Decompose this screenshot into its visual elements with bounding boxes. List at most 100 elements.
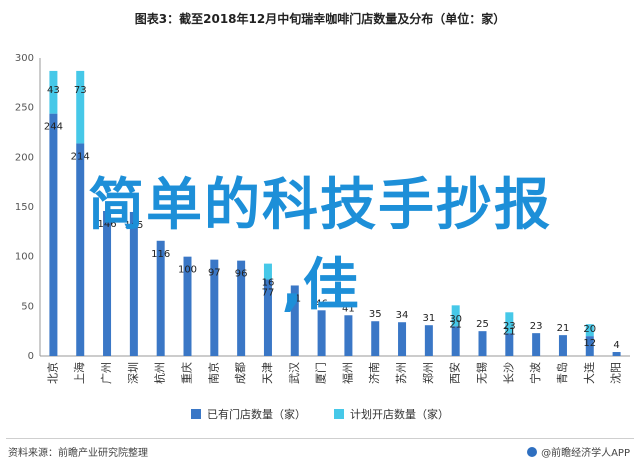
x-category-label: 重庆 bbox=[180, 362, 194, 384]
bar-existing bbox=[263, 279, 272, 356]
y-tick-label: 0 bbox=[28, 351, 34, 362]
planned-value-label: 43 bbox=[47, 85, 60, 96]
bar-existing bbox=[585, 336, 594, 356]
x-category-label: 大连 bbox=[582, 362, 596, 384]
bar-existing bbox=[532, 333, 541, 356]
existing-value-label: 41 bbox=[342, 303, 355, 314]
existing-value-label: 23 bbox=[503, 321, 516, 332]
bar-existing bbox=[317, 310, 326, 356]
x-category-label: 无锡 bbox=[475, 362, 489, 384]
existing-value-label: 146 bbox=[97, 219, 116, 230]
x-category-label: 北京 bbox=[45, 362, 59, 384]
x-category-label: 厦门 bbox=[314, 362, 328, 384]
x-category-label: 长沙 bbox=[502, 362, 515, 384]
chart-title: 图表3：截至2018年12月中旬瑞幸咖啡门店数量及分布（单位：家） bbox=[134, 12, 506, 26]
bar-existing bbox=[558, 335, 567, 356]
planned-value-label: 21 bbox=[449, 319, 462, 330]
bar-planned bbox=[451, 305, 460, 327]
bar-planned bbox=[49, 70, 58, 114]
bar-existing bbox=[451, 326, 460, 356]
bar-existing bbox=[424, 325, 433, 356]
overlay-subtitle: ,佳 bbox=[281, 253, 359, 318]
y-tick-label: 300 bbox=[15, 53, 34, 64]
existing-value-label: 25 bbox=[476, 319, 489, 330]
x-category-label: 天津 bbox=[261, 362, 274, 384]
y-tick-label: 200 bbox=[15, 152, 34, 163]
existing-value-label: 116 bbox=[151, 249, 170, 260]
existing-value-label: 77 bbox=[262, 288, 275, 299]
bar-existing bbox=[103, 210, 112, 356]
existing-value-label: 31 bbox=[422, 313, 435, 324]
legend-label-existing: 已有门店数量（家） bbox=[207, 408, 306, 421]
x-category-label: 成都 bbox=[234, 362, 247, 384]
existing-value-label: 23 bbox=[530, 321, 543, 332]
bar-existing bbox=[371, 321, 380, 356]
brand-logo-icon bbox=[527, 446, 538, 457]
planned-value-label: 12 bbox=[583, 338, 596, 349]
x-category-label: 苏州 bbox=[395, 362, 408, 384]
legend-swatch-planned bbox=[334, 409, 344, 419]
existing-value-label: 21 bbox=[557, 323, 570, 334]
bar-existing bbox=[183, 256, 192, 356]
x-category-label: 郑州 bbox=[421, 362, 435, 384]
existing-value-label: 96 bbox=[235, 269, 248, 280]
existing-value-label: 20 bbox=[583, 324, 596, 335]
planned-value-label: 73 bbox=[74, 85, 87, 96]
x-category-label: 广州 bbox=[100, 362, 113, 384]
bar-existing bbox=[290, 285, 299, 356]
existing-value-label: 30 bbox=[449, 314, 462, 325]
planned-value-label: 16 bbox=[262, 278, 275, 289]
existing-value-label: 35 bbox=[369, 309, 382, 320]
y-tick-label: 100 bbox=[15, 252, 34, 263]
existing-value-label: 100 bbox=[178, 265, 197, 276]
existing-value-label: 71 bbox=[288, 293, 301, 304]
x-category-label: 杭州 bbox=[153, 362, 167, 384]
bar-existing bbox=[49, 113, 58, 356]
existing-value-label: 214 bbox=[71, 151, 90, 162]
bar-planned bbox=[76, 70, 85, 144]
brand-text: @前瞻经济学人APP bbox=[541, 448, 630, 459]
planned-value-label: 21 bbox=[503, 326, 516, 337]
existing-value-label: 97 bbox=[208, 268, 221, 279]
bar-planned bbox=[585, 324, 594, 337]
brand-credit: @前瞻经济学人APP bbox=[527, 444, 630, 459]
bar-existing bbox=[237, 260, 246, 356]
x-category-label: 上海 bbox=[72, 362, 86, 384]
x-category-label: 西安 bbox=[448, 362, 462, 384]
bar-existing bbox=[129, 211, 138, 356]
bar-existing bbox=[398, 322, 407, 356]
legend-label-planned: 计划开店数量（家） bbox=[350, 408, 449, 421]
bar-existing bbox=[76, 143, 85, 356]
bar-planned bbox=[505, 312, 514, 334]
overlay-title: 简单的科技手抄报 bbox=[88, 173, 552, 238]
bar-planned bbox=[263, 263, 272, 280]
x-category-label: 济南 bbox=[367, 362, 381, 384]
footer-divider bbox=[6, 438, 634, 439]
x-category-label: 武汉 bbox=[288, 362, 301, 384]
y-tick-label: 250 bbox=[15, 103, 34, 114]
legend-swatch-existing bbox=[191, 409, 201, 419]
source-note: 资料来源：前瞻产业研究院整理 bbox=[8, 448, 148, 459]
x-category-label: 南京 bbox=[206, 362, 220, 384]
x-category-label: 福州 bbox=[340, 362, 354, 384]
x-category-label: 沈阳 bbox=[609, 362, 623, 384]
legend: 已有门店数量（家） 计划开店数量（家） bbox=[0, 406, 640, 422]
existing-value-label: 46 bbox=[315, 298, 328, 309]
legend-item-planned: 计划开店数量（家） bbox=[334, 406, 449, 422]
bar-existing bbox=[344, 315, 353, 356]
bar-existing bbox=[156, 240, 165, 356]
existing-value-label: 4 bbox=[613, 340, 619, 351]
bar-existing bbox=[505, 333, 514, 356]
legend-item-existing: 已有门店数量（家） bbox=[191, 406, 306, 422]
existing-value-label: 145 bbox=[124, 220, 143, 231]
existing-value-label: 34 bbox=[396, 310, 409, 321]
y-tick-label: 150 bbox=[15, 202, 34, 213]
bar-existing bbox=[210, 259, 219, 356]
existing-value-label: 244 bbox=[44, 122, 63, 133]
x-category-label: 宁波 bbox=[528, 362, 542, 384]
x-category-label: 深圳 bbox=[127, 362, 140, 384]
bar-existing bbox=[478, 331, 487, 356]
bar-existing bbox=[612, 352, 621, 356]
y-tick-label: 50 bbox=[21, 301, 34, 312]
